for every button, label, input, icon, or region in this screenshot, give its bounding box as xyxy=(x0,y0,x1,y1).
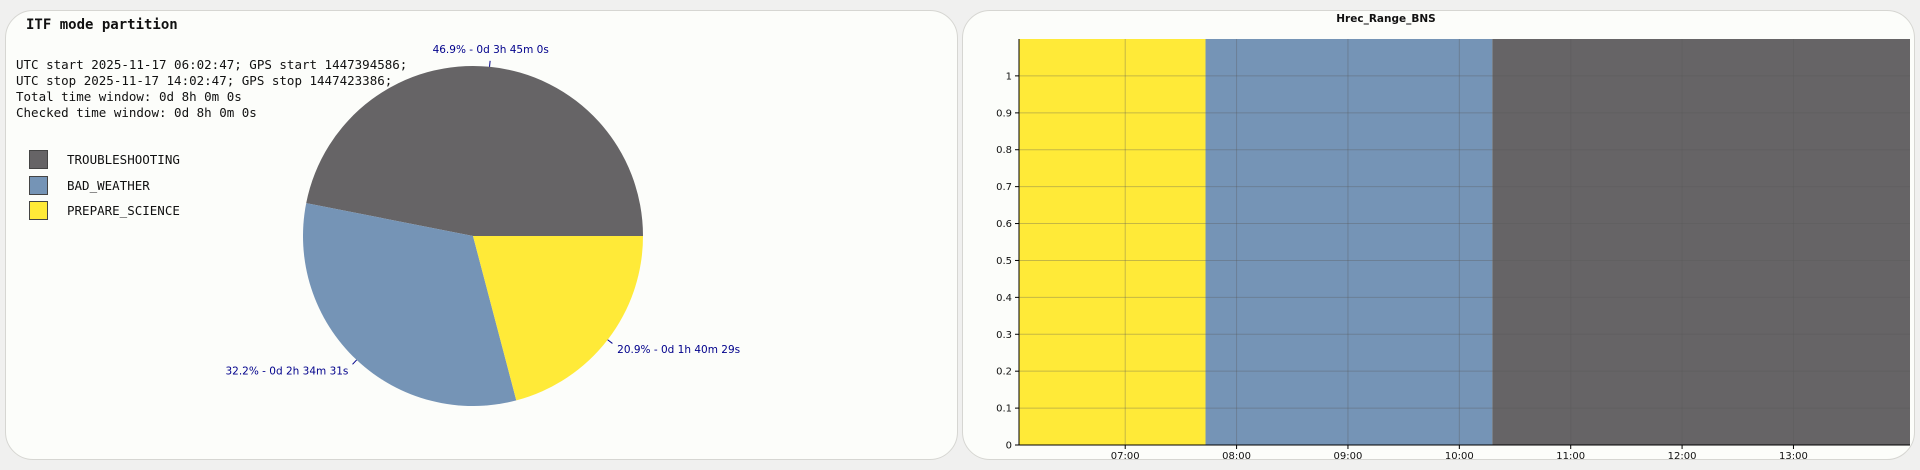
pie-slice xyxy=(306,65,643,236)
y-tick-label: 0.1 xyxy=(996,404,1012,415)
legend-swatch xyxy=(29,150,48,170)
legend-label: PREPARE_SCIENCE xyxy=(67,203,180,219)
y-tick-label: 0 xyxy=(1006,441,1012,452)
pie-slice-label: 32.2% - 0d 2h 34m 31s xyxy=(225,366,348,378)
x-tick-label: 09:00 xyxy=(1334,451,1363,460)
pie-label-leader xyxy=(607,339,613,344)
legend-label: TROUBLESHOOTING xyxy=(67,152,180,168)
legend-item-prepare-science: PREPARE_SCIENCE xyxy=(29,198,180,224)
pie-chart: 46.9% - 0d 3h 45m 0s 32.2% - 0d 2h 34m 31… xyxy=(225,44,740,407)
pie-label-leader xyxy=(489,60,491,67)
legend-swatch xyxy=(29,175,48,195)
hrec-range-panel: Hrec_Range_BNS 0 0.1 0.2 0.3 0.4 0.5 0.6 0.7 0.8… xyxy=(962,10,1915,460)
utc-stop-line: UTC stop 2025-11-17 14:02:47; GPS stop 1… xyxy=(16,73,393,88)
y-tick-label: 0.4 xyxy=(996,293,1012,304)
mode-segment xyxy=(1205,39,1493,445)
pie-slice xyxy=(302,203,517,407)
legend-item-troubleshooting: TROUBLESHOOTING xyxy=(29,147,180,173)
mode-segment xyxy=(1492,39,1910,445)
total-time-line: Total time window: 0d 8h 0m 0s xyxy=(16,89,242,104)
mode-segment xyxy=(1019,39,1206,445)
y-tick-label: 0.6 xyxy=(996,219,1012,230)
legend-swatch xyxy=(29,201,48,221)
y-tick-label: 0.8 xyxy=(996,145,1012,156)
y-tick-label: 0.9 xyxy=(996,108,1012,119)
x-tick-label: 11:00 xyxy=(1556,451,1585,460)
utc-start-line: UTC start 2025-11-17 06:02:47; GPS start… xyxy=(16,57,408,72)
x-tick-label: 13:00 xyxy=(1779,451,1808,460)
pie-slice-label: 20.9% - 0d 1h 40m 29s xyxy=(617,344,740,356)
legend-label: BAD_WEATHER xyxy=(67,177,150,193)
legend-item-bad-weather: BAD_WEATHER xyxy=(29,173,180,199)
time-window-info: UTC start 2025-11-17 06:02:47; GPS start… xyxy=(16,57,407,121)
chart-title: Hrec_Range_BNS xyxy=(1336,13,1435,25)
mode-timeline-chart: Hrec_Range_BNS 0 0.1 0.2 0.3 0.4 0.5 0.6 0.7 0.8… xyxy=(996,13,1910,460)
mode-partition-panel: ITF mode partition UTC start 2025-11-17 … xyxy=(5,10,958,460)
checked-time-line: Checked time window: 0d 8h 0m 0s xyxy=(16,105,257,120)
pie-legend: TROUBLESHOOTING BAD_WEATHER PREPARE_SCIE… xyxy=(29,147,180,224)
pie-slice xyxy=(473,236,643,401)
x-tick-label: 08:00 xyxy=(1222,451,1251,460)
pie-slice-label: 46.9% - 0d 3h 45m 0s xyxy=(433,44,549,56)
y-tick-label: 0.7 xyxy=(996,182,1012,193)
y-tick-label: 1 xyxy=(1006,71,1012,82)
pie-label-leader xyxy=(352,359,357,365)
y-tick-label: 0.5 xyxy=(996,256,1012,267)
y-tick-label: 0.3 xyxy=(996,330,1012,341)
panel-title: ITF mode partition xyxy=(26,17,178,33)
x-tick-label: 10:00 xyxy=(1445,451,1474,460)
x-tick-label: 12:00 xyxy=(1668,451,1697,460)
y-tick-label: 0.2 xyxy=(996,367,1012,378)
x-tick-label: 07:00 xyxy=(1111,451,1140,460)
